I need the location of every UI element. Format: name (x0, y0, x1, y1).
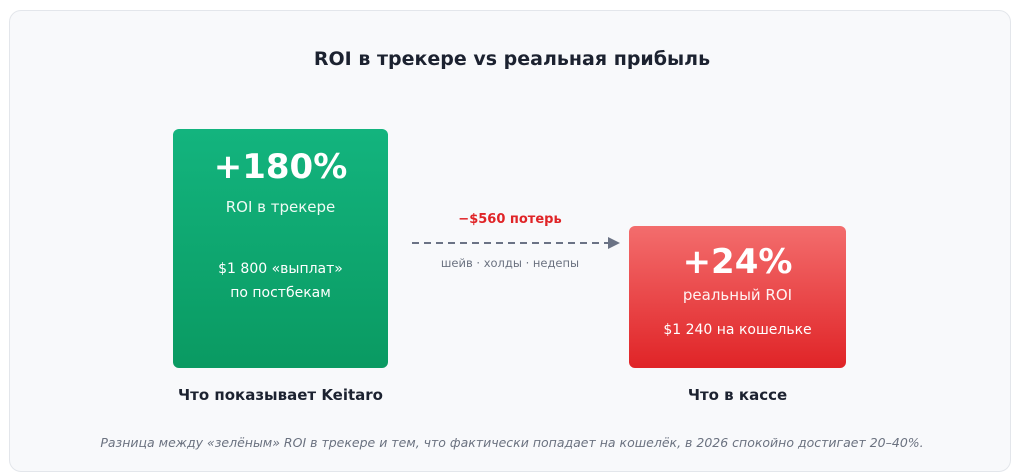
real-roi-value: +24% (682, 242, 793, 282)
loss-arrow (412, 237, 620, 249)
real-roi-card: +24% реальный ROI $1 240 на кошельке (629, 226, 846, 368)
loss-label: −$560 потерь (458, 212, 562, 227)
tracker-payouts-line2: по постбекам (230, 285, 331, 301)
loss-arrow-head (608, 237, 620, 249)
tracker-roi-label: ROI в трекере (225, 198, 336, 216)
footnote: Разница между «зелёным» ROI в трекере и … (100, 435, 924, 450)
diagram-title: ROI в трекере vs реальная прибыль (313, 48, 711, 70)
real-roi-label: реальный ROI (682, 286, 793, 304)
tracker-roi-value: +180% (213, 147, 348, 187)
wallet-amount: $1 240 на кошельке (663, 322, 812, 338)
tracker-caption: Что показывает Keitaro (178, 386, 383, 404)
tracker-payouts-line1: $1 800 «выплат» (218, 261, 343, 277)
loss-reasons: шейв · холды · недепы (440, 256, 580, 270)
real-caption: Что в кассе (687, 386, 788, 404)
tracker-roi-card: +180% ROI в трекере $1 800 «выплат» по п… (173, 129, 388, 368)
